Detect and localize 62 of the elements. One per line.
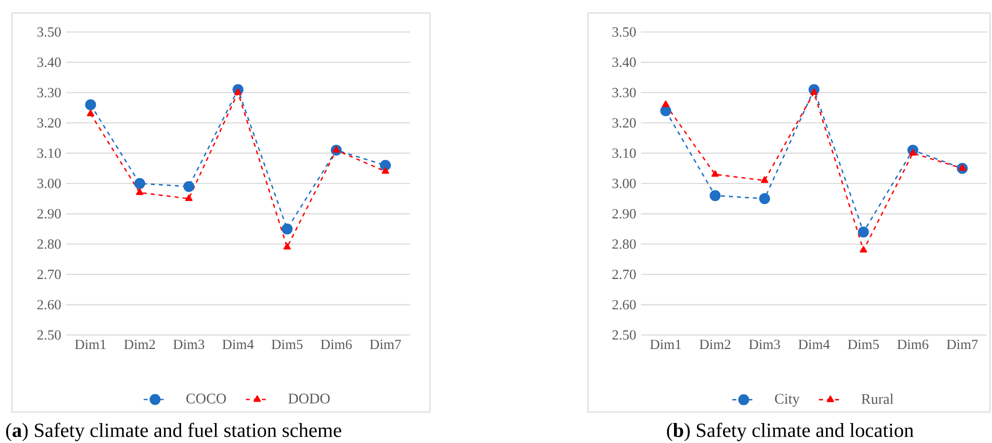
x-tick-label: Dim2 — [124, 340, 155, 349]
point — [662, 100, 670, 108]
y-tick-label: 3.40 — [37, 58, 61, 68]
y-tick-label: 2.60 — [37, 300, 61, 310]
x-tick-label: Dim6 — [320, 340, 352, 350]
x-tick-label: Dim6 — [897, 340, 928, 350]
y-tick-label: 2.60 — [612, 300, 636, 310]
y-tick-label: 3.50 — [37, 27, 61, 37]
point — [759, 193, 770, 204]
y-tick-label: 3.00 — [37, 178, 61, 188]
point — [185, 194, 193, 202]
y-tick-label: 2.50 — [37, 330, 61, 340]
point — [380, 160, 391, 171]
point — [660, 105, 672, 116]
y-tick-label: 2.70 — [612, 270, 636, 280]
legend-label: City — [775, 394, 800, 407]
point — [710, 190, 721, 202]
y-tick-label: 3.50 — [612, 27, 636, 37]
y-tick-label: 2.50 — [612, 330, 636, 340]
y-tick-label: 3.10 — [37, 148, 61, 158]
x-tick-label: Dim1 — [650, 340, 681, 349]
y-tick-label: 3.20 — [37, 118, 61, 128]
x-tick-label: Dim5 — [272, 340, 303, 350]
x-tick-label: Dim2 — [700, 340, 730, 349]
y-tick-label: 3.20 — [612, 118, 636, 128]
y-tick-label: 2.90 — [612, 209, 636, 219]
y-tick-label: 2.70 — [37, 270, 61, 280]
x-tick-label: Dim3 — [173, 340, 204, 350]
y-tick-label: 2.90 — [37, 209, 61, 219]
legend-label: Rural — [862, 394, 894, 404]
point — [234, 88, 242, 95]
point — [134, 178, 146, 189]
legend-label: DODO — [288, 394, 330, 404]
y-tick-label: 3.30 — [612, 88, 636, 98]
y-tick-label: 2.80 — [612, 239, 636, 249]
point — [85, 99, 96, 110]
x-tick-label: Dim5 — [848, 340, 879, 350]
x-tick-label: Dim4 — [222, 340, 254, 349]
x-tick-label: Dim7 — [370, 340, 401, 349]
point — [382, 167, 390, 174]
x-tick-label: Dim3 — [749, 340, 780, 350]
point — [183, 181, 194, 192]
point — [711, 170, 719, 177]
y-tick-label: 2.80 — [37, 239, 61, 249]
point — [136, 188, 144, 195]
point — [283, 242, 291, 250]
point — [86, 110, 94, 116]
x-tick-label: Dim4 — [798, 340, 830, 349]
y-tick-label: 3.30 — [37, 88, 61, 98]
point — [810, 88, 818, 95]
text: (a) Safety climate and fuel station scheme — [6, 422, 342, 442]
y-tick-label: 3.40 — [612, 58, 636, 68]
y-tick-label: 3.10 — [612, 148, 636, 158]
point — [860, 246, 868, 253]
y-tick-label: 3.00 — [612, 178, 636, 188]
point — [858, 226, 869, 238]
point — [282, 223, 293, 234]
point — [760, 176, 768, 183]
text: (b) Safety climate and location — [667, 422, 914, 442]
x-tick-label: Dim7 — [946, 340, 978, 349]
legend-label: COCO — [186, 394, 226, 404]
x-tick-label: Dim1 — [75, 340, 106, 349]
